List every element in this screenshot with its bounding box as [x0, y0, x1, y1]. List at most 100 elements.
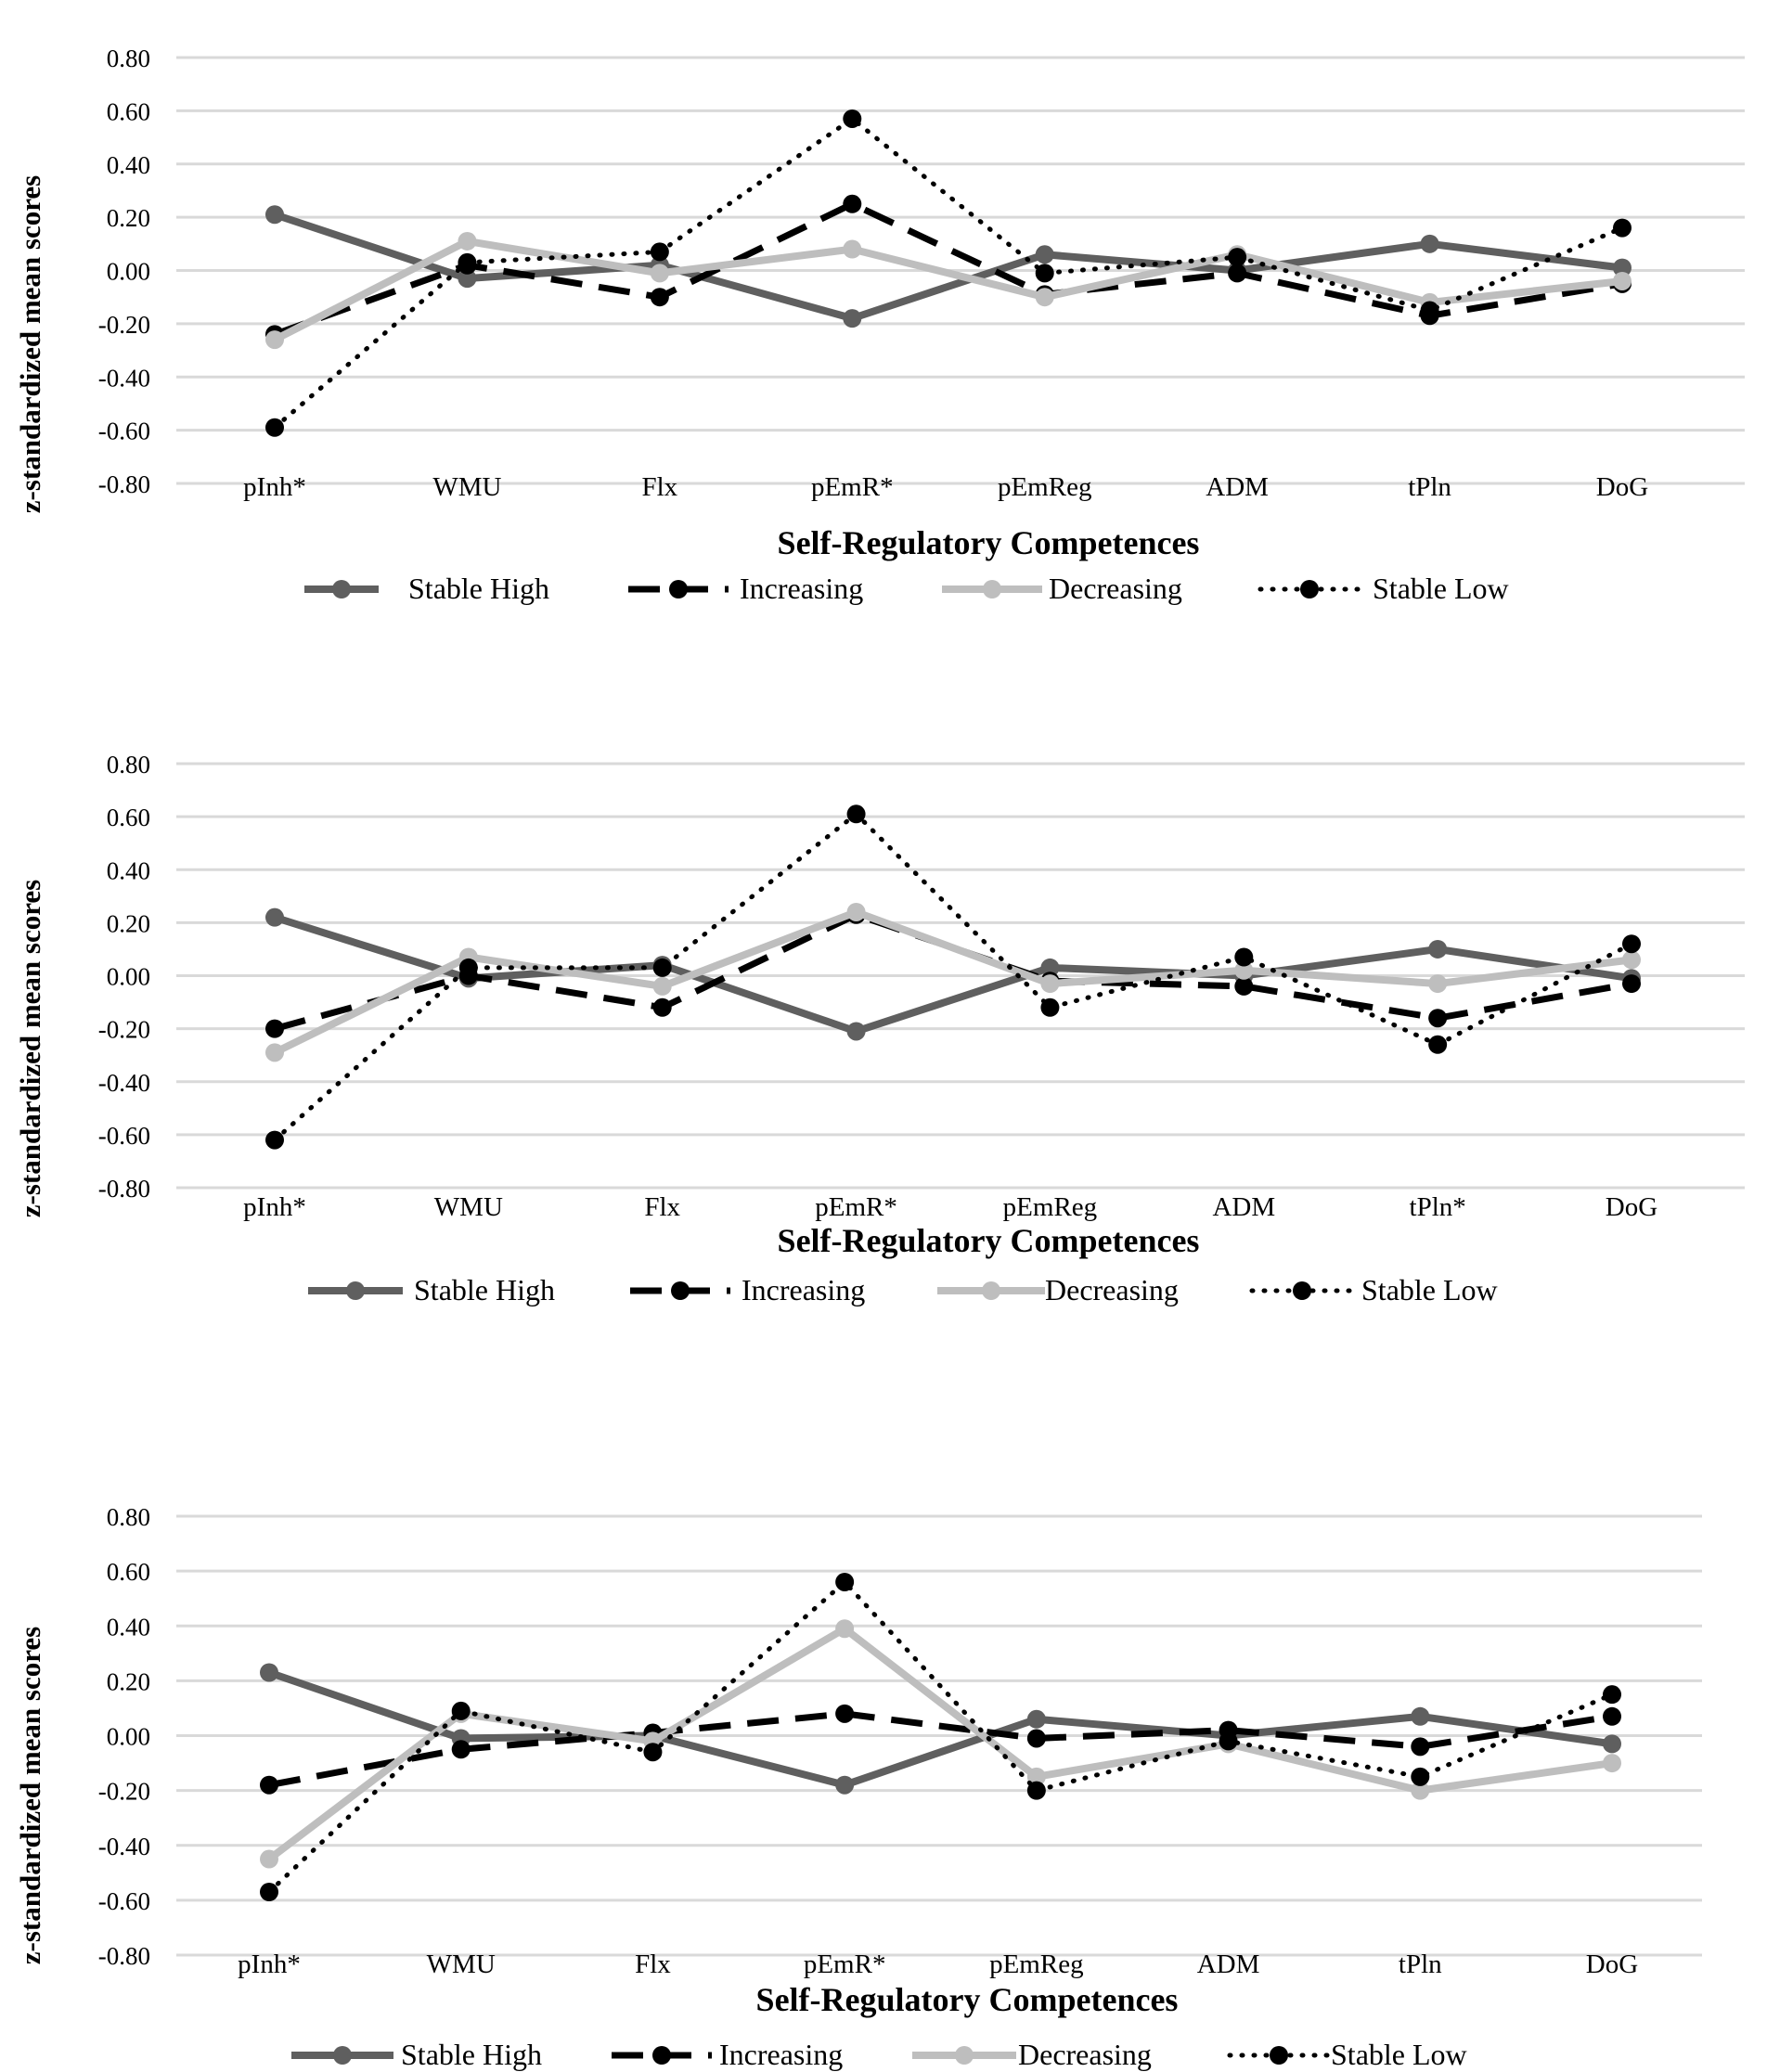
- series-stable-high: [260, 1663, 1621, 1795]
- data-point: [1420, 301, 1439, 320]
- x-tick-label: Flx: [644, 1192, 680, 1222]
- data-point: [458, 231, 477, 251]
- data-point: [1603, 1754, 1621, 1773]
- y-tick-label: 0.00: [107, 258, 150, 286]
- x-tick-label: DoG: [1606, 1192, 1657, 1222]
- legend-swatch-marker: [671, 1281, 690, 1300]
- data-point: [1411, 1706, 1430, 1726]
- data-point: [1026, 1767, 1046, 1786]
- y-tick-label: -0.60: [98, 418, 150, 445]
- legend-item-increasing: Increasing: [628, 572, 863, 605]
- legend-item-increasing: Increasing: [612, 2038, 843, 2071]
- data-point: [265, 418, 284, 437]
- x-tick-label: WMU: [427, 1950, 496, 1979]
- series-line: [272, 811, 1634, 1143]
- x-tick-label: tPln*: [1410, 1192, 1466, 1222]
- y-tick-label: 0.40: [107, 151, 150, 179]
- data-point: [1411, 1737, 1430, 1757]
- data-point: [1622, 974, 1641, 994]
- y-tick-label: -0.60: [98, 1122, 150, 1150]
- data-point: [835, 1704, 855, 1723]
- y-tick-label: -0.40: [98, 364, 150, 392]
- data-point: [451, 1740, 471, 1759]
- data-point: [265, 907, 284, 927]
- data-point: [1026, 1729, 1046, 1748]
- data-point: [846, 804, 866, 824]
- data-point: [1603, 1706, 1621, 1726]
- legend-item-stable-low: Stable Low: [1249, 1273, 1498, 1306]
- data-point: [1613, 258, 1632, 277]
- data-point: [1035, 245, 1054, 264]
- data-point: [1234, 947, 1254, 967]
- legend-item-decreasing: Decreasing: [937, 1273, 1179, 1306]
- legend-item-stable-high: Stable High: [308, 1273, 555, 1306]
- y-tick-label: 0.80: [107, 1503, 150, 1531]
- x-tick-label: pEmReg: [998, 472, 1092, 502]
- legend: Stable High Increasing Decreasing Stable Lo…: [291, 2038, 1467, 2071]
- data-point: [1228, 264, 1247, 283]
- data-point: [843, 239, 862, 259]
- series-increasing: [260, 1704, 1621, 1795]
- data-point: [1035, 288, 1054, 307]
- y-tick-label: 0.00: [107, 1723, 150, 1751]
- legend-swatch-marker: [1293, 1281, 1311, 1300]
- data-point: [652, 997, 672, 1017]
- data-point: [260, 1883, 278, 1902]
- legend-label: Decreasing: [1045, 1273, 1179, 1306]
- data-point: [1428, 1035, 1448, 1054]
- data-point: [846, 902, 866, 921]
- data-point: [265, 1019, 284, 1038]
- legend: Stable High Increasing Decreasing Stable Lo…: [308, 1273, 1498, 1306]
- y-tick-label: -0.80: [98, 470, 150, 498]
- y-tick-label: 0.60: [107, 1558, 150, 1586]
- legend-swatch-marker: [332, 580, 351, 598]
- legend-swatch-marker: [983, 580, 1001, 598]
- data-point: [652, 976, 672, 996]
- series-line: [266, 1579, 1615, 1895]
- data-point: [1411, 1767, 1430, 1786]
- series-line: [266, 1625, 1613, 1862]
- legend-item-stable-high: Stable High: [304, 572, 549, 605]
- y-tick-label: -0.60: [98, 1887, 150, 1915]
- y-tick-label: 0.20: [107, 909, 150, 937]
- legend-label: Decreasing: [1018, 2038, 1152, 2071]
- y-tick-label: 0.40: [107, 1613, 150, 1641]
- legend-label: Stable High: [414, 1273, 555, 1306]
- data-point: [843, 309, 862, 328]
- y-axis-title: z-standardized mean scores: [14, 175, 46, 514]
- data-point: [1040, 958, 1060, 977]
- data-point: [643, 1743, 663, 1762]
- legend-label: Stable High: [401, 2038, 542, 2071]
- data-point: [650, 288, 669, 307]
- data-point: [265, 205, 284, 225]
- y-tick-label: -0.40: [98, 1069, 150, 1097]
- data-point: [1234, 976, 1254, 996]
- data-point: [835, 1619, 855, 1639]
- x-tick-label: pEmR*: [815, 1192, 897, 1222]
- data-point: [1420, 234, 1439, 253]
- x-tick-label: pInh*: [238, 1950, 301, 1979]
- y-tick-label: 0.00: [107, 963, 150, 991]
- x-tick-label: ADM: [1212, 1192, 1275, 1222]
- series-line: [273, 913, 1632, 1036]
- y-tick-label: -0.20: [98, 1778, 150, 1806]
- series-line: [274, 911, 1632, 1033]
- legend-swatch-marker: [1300, 580, 1319, 598]
- x-tick-label: pInh*: [243, 472, 306, 502]
- legend-item-stable-low: Stable Low: [1258, 572, 1509, 605]
- y-tick-label: 0.80: [107, 45, 150, 72]
- data-point: [1040, 974, 1060, 994]
- x-tick-label: ADM: [1197, 1950, 1260, 1979]
- data-point: [1026, 1781, 1046, 1800]
- series-stable-low: [265, 109, 1632, 437]
- series-line: [273, 237, 1623, 343]
- data-point: [1613, 218, 1632, 238]
- chart-panel-top: 0.80 0.60 0.40 0.20 0.00 -0.20 -0.40 -0.60 -0.80…: [14, 45, 1745, 605]
- legend-swatch-marker: [333, 2046, 352, 2065]
- data-point: [1234, 960, 1254, 980]
- data-point: [1219, 1731, 1238, 1751]
- y-tick-label: 0.60: [107, 804, 150, 831]
- x-tick-label: pInh*: [243, 1192, 306, 1222]
- legend-item-stable-low: Stable Low: [1227, 2038, 1467, 2071]
